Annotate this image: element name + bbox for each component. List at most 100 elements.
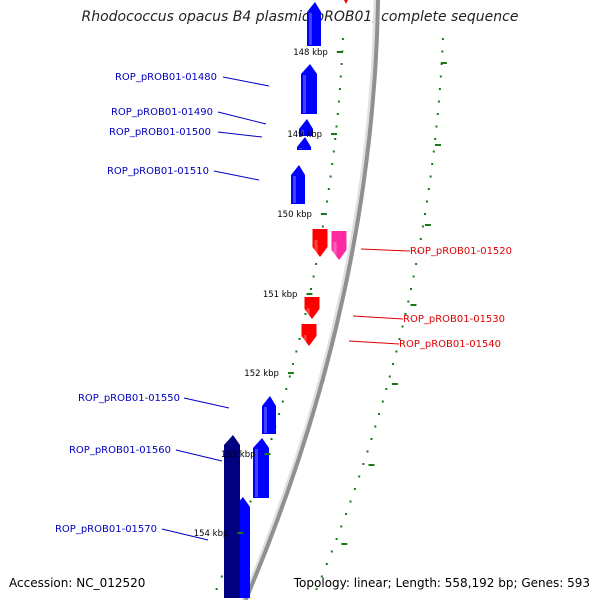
- minor-tick: [438, 88, 441, 90]
- minor-tick: [310, 288, 312, 290]
- minor-tick: [295, 350, 298, 353]
- minor-tick: [412, 275, 415, 278]
- backbone-line: [243, 0, 380, 600]
- minor-tick: [437, 100, 440, 103]
- gene-label: ROP_pROB01-01500: [109, 127, 211, 138]
- minor-tick: [431, 163, 434, 165]
- minor-tick: [421, 225, 424, 228]
- minor-tick: [395, 350, 398, 353]
- minor-tick: [435, 125, 438, 128]
- minor-tick: [432, 150, 435, 153]
- minor-tick: [353, 488, 356, 490]
- gene-features: [224, 0, 348, 598]
- minor-tick: [441, 50, 444, 53]
- gene-highlight: [314, 240, 318, 256]
- accession-text: Accession: NC_012520: [9, 576, 146, 590]
- gene-arrow: [331, 231, 347, 260]
- minor-tick: [281, 400, 284, 403]
- topology-text: Topology: linear; Length: 558,192 bp; Ge…: [293, 576, 590, 590]
- minor-tick: [404, 313, 407, 315]
- minor-tick: [434, 138, 437, 140]
- minor-tick: [407, 300, 410, 303]
- minor-tick: [326, 200, 328, 203]
- gene-arrow: [262, 396, 276, 434]
- minor-tick: [392, 363, 395, 365]
- gene-label: ROP_pROB01-01550: [78, 393, 180, 404]
- gene-arrow: [299, 119, 313, 136]
- minor-tick: [335, 538, 338, 540]
- minor-tick: [298, 338, 301, 340]
- minor-tick: [288, 375, 291, 378]
- gene-highlight: [303, 335, 307, 345]
- minor-tick: [398, 338, 401, 340]
- minor-tick: [335, 125, 338, 128]
- minor-tick: [315, 263, 318, 265]
- gene-label: ROP_pROB01-01480: [115, 72, 217, 83]
- minor-tick: [336, 113, 339, 115]
- gene-highlight: [301, 130, 304, 135]
- minor-tick: [370, 438, 373, 440]
- minor-tick: [315, 588, 318, 590]
- gene-label-connector: [217, 111, 267, 125]
- gene-label: ROP_pROB01-01510: [107, 166, 209, 177]
- minor-tick: [415, 263, 418, 265]
- gene-arrow: [297, 137, 311, 150]
- gene-arrow: [224, 435, 240, 598]
- minor-tick: [388, 375, 391, 378]
- minor-tick: [215, 588, 218, 590]
- gene-labels: ROP_pROB01-01480 ROP_pROB01-01490 ROP_pROB…: [55, 72, 512, 541]
- gene-label: ROP_pROB01-01530: [403, 314, 505, 325]
- kbp-label: 150 kbp: [277, 210, 312, 220]
- minor-tick: [338, 88, 341, 90]
- gene-highlight: [264, 407, 267, 433]
- minor-tick: [327, 188, 330, 190]
- minor-tick: [436, 113, 439, 115]
- gene-label-connector: [183, 397, 230, 409]
- gene-arrow: [291, 165, 305, 204]
- gene-label: ROP_pROB01-01570: [55, 524, 157, 535]
- gene-arrow: [312, 229, 328, 257]
- gene-label: ROP_pROB01-01560: [69, 445, 171, 456]
- minor-tick: [304, 313, 307, 315]
- minor-tick: [330, 550, 333, 553]
- gene-label-connector: [352, 315, 404, 320]
- minor-tick: [329, 175, 332, 178]
- gene-label: ROP_pROB01-01520: [410, 246, 512, 257]
- gene-highlight: [306, 308, 310, 318]
- gene-label-connector: [161, 528, 209, 541]
- minor-tick: [417, 250, 420, 253]
- minor-tick: [345, 513, 347, 515]
- minor-tick: [341, 38, 344, 40]
- minor-tick: [292, 363, 295, 365]
- kbp-label: 152 kbp: [244, 369, 279, 379]
- gene-highlight: [303, 75, 306, 113]
- gene-label-connector: [222, 76, 270, 87]
- gene-label-connector: [175, 449, 223, 462]
- gene-label-connector: [360, 248, 411, 252]
- minor-tick: [278, 413, 281, 415]
- minor-tick: [220, 575, 223, 578]
- gene-label: ROP_pROB01-01540: [399, 339, 501, 350]
- kbp-label: 148 kbp: [293, 48, 328, 58]
- minor-tick: [358, 475, 361, 478]
- minor-tick: [349, 500, 352, 503]
- minor-tick: [366, 450, 369, 453]
- gene-highlight: [333, 242, 337, 259]
- kbp-tick-marks: 148 kbp 149 kbp 150 kbp 151 kbp 152 kbp 153 k…: [194, 48, 447, 545]
- minor-tick: [334, 138, 337, 140]
- minor-tick: [285, 388, 288, 390]
- backbone-shadow: [241, 0, 377, 600]
- gene-label-connector: [213, 170, 260, 181]
- minor-tick: [332, 150, 335, 153]
- minor-tick: [401, 325, 404, 328]
- kbp-label: 154 kbp: [194, 529, 229, 539]
- minor-tick: [331, 163, 334, 165]
- minor-tick: [385, 388, 388, 390]
- minor-tick: [441, 38, 444, 40]
- minor-tick: [249, 500, 252, 503]
- minor-tick: [429, 175, 432, 178]
- gene-arrow: [307, 2, 321, 46]
- gene-label: ROP_pROB01-01490: [111, 107, 213, 118]
- map-title: Rhodococcus opacus B4 plasmid pROB01, co…: [81, 9, 519, 25]
- gene-highlight: [299, 148, 302, 149]
